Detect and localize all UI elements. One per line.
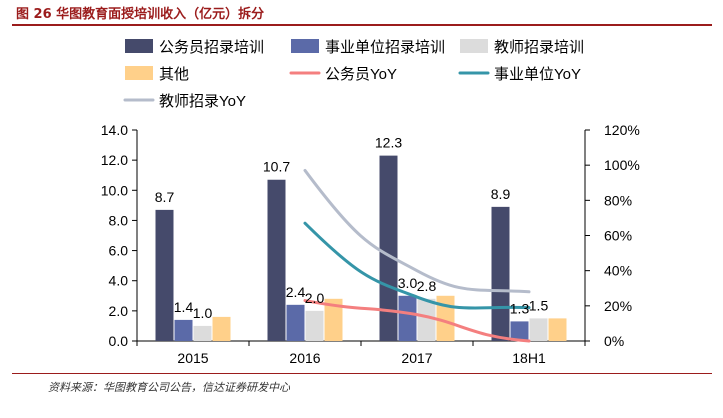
series-line xyxy=(303,299,531,343)
bar-data-label: 1.3 xyxy=(510,300,530,316)
legend-label: 公务员YoY xyxy=(325,66,397,83)
y-right-tick-label: 20% xyxy=(604,298,632,314)
bar xyxy=(548,318,567,341)
chart-bars xyxy=(155,155,567,341)
bar-data-label: 2.4 xyxy=(286,284,306,300)
x-tick-label: 2017 xyxy=(401,350,432,366)
bar-data-label: 8.7 xyxy=(155,189,175,205)
chart-data-labels: 8.7 10.7 12.3 8.9 1.4 2.4 3.0 1.3 1.0 2.0 2.8 1.5 xyxy=(155,135,549,321)
bar-data-label: 1.5 xyxy=(529,297,549,313)
bar-data-label: 1.4 xyxy=(174,299,194,315)
x-tick-label: 2016 xyxy=(289,350,320,366)
y-right-tick-label: 0% xyxy=(604,333,624,349)
y-right-tick-label: 100% xyxy=(604,157,640,173)
figure-title: 图 26 华图教育面授培训收入（亿元）拆分 xyxy=(16,7,265,22)
legend-swatch xyxy=(291,39,319,53)
bar xyxy=(286,304,305,341)
legend-label: 公务员招录培训 xyxy=(159,39,264,56)
series-line xyxy=(303,221,531,310)
y-left-tick-label: 2.0 xyxy=(109,303,129,319)
legend-label: 事业单位招录培训 xyxy=(325,39,445,56)
bar xyxy=(491,206,510,341)
bar-data-label: 10.7 xyxy=(263,159,290,175)
bar xyxy=(193,325,212,341)
y-left-tick-label: 12.0 xyxy=(101,152,128,168)
bar xyxy=(529,318,548,341)
legend-swatch xyxy=(125,39,153,53)
bar xyxy=(267,179,286,341)
bar-data-label: 2.8 xyxy=(417,278,437,294)
bar xyxy=(510,321,529,341)
chart-axes: 0.0 2.0 4.0 6.0 8.0 10.0 12.0 14.0 0% 20% 40% 60% 80… xyxy=(101,122,640,366)
legend-label: 教师招录培训 xyxy=(494,39,584,56)
bar xyxy=(398,295,417,341)
chart-lines xyxy=(303,168,531,343)
y-left-tick-label: 10.0 xyxy=(101,182,128,198)
bar-data-label: 12.3 xyxy=(375,135,402,151)
bar-data-label: 3.0 xyxy=(398,275,418,291)
footer-divider xyxy=(12,373,712,374)
y-left-tick-label: 6.0 xyxy=(109,243,129,259)
bar xyxy=(174,319,193,341)
bar xyxy=(305,310,324,341)
legend-swatch xyxy=(460,39,488,53)
bar-data-label: 1.0 xyxy=(193,305,213,321)
y-right-tick-label: 40% xyxy=(604,263,632,279)
y-right-tick-label: 120% xyxy=(604,122,640,138)
source-note: 资料来源：华图教育公司公告，信达证券研发中心 xyxy=(48,381,290,394)
bar xyxy=(324,298,343,341)
y-left-tick-label: 14.0 xyxy=(101,122,128,138)
figure-title-bar: 图 26 华图教育面授培训收入（亿元）拆分 xyxy=(12,0,712,26)
series-line xyxy=(303,168,531,294)
x-tick-label: 18H1 xyxy=(512,350,546,366)
x-tick-label: 2015 xyxy=(177,350,208,366)
bar xyxy=(379,155,398,341)
bar-data-label: 8.9 xyxy=(491,186,511,202)
legend-label: 教师招录YoY xyxy=(159,93,246,110)
bar xyxy=(212,316,231,341)
y-left-tick-label: 4.0 xyxy=(109,273,129,289)
y-left-tick-label: 8.0 xyxy=(109,212,129,228)
bar xyxy=(417,298,436,341)
y-right-tick-label: 80% xyxy=(604,192,632,208)
bar-data-label: 2.0 xyxy=(305,290,325,306)
bar xyxy=(155,209,174,341)
legend-label: 其他 xyxy=(159,66,189,83)
y-left-tick-label: 0.0 xyxy=(109,333,129,349)
y-right-tick-label: 60% xyxy=(604,228,632,244)
legend-label: 事业单位YoY xyxy=(494,66,581,83)
legend-swatch xyxy=(125,66,153,80)
